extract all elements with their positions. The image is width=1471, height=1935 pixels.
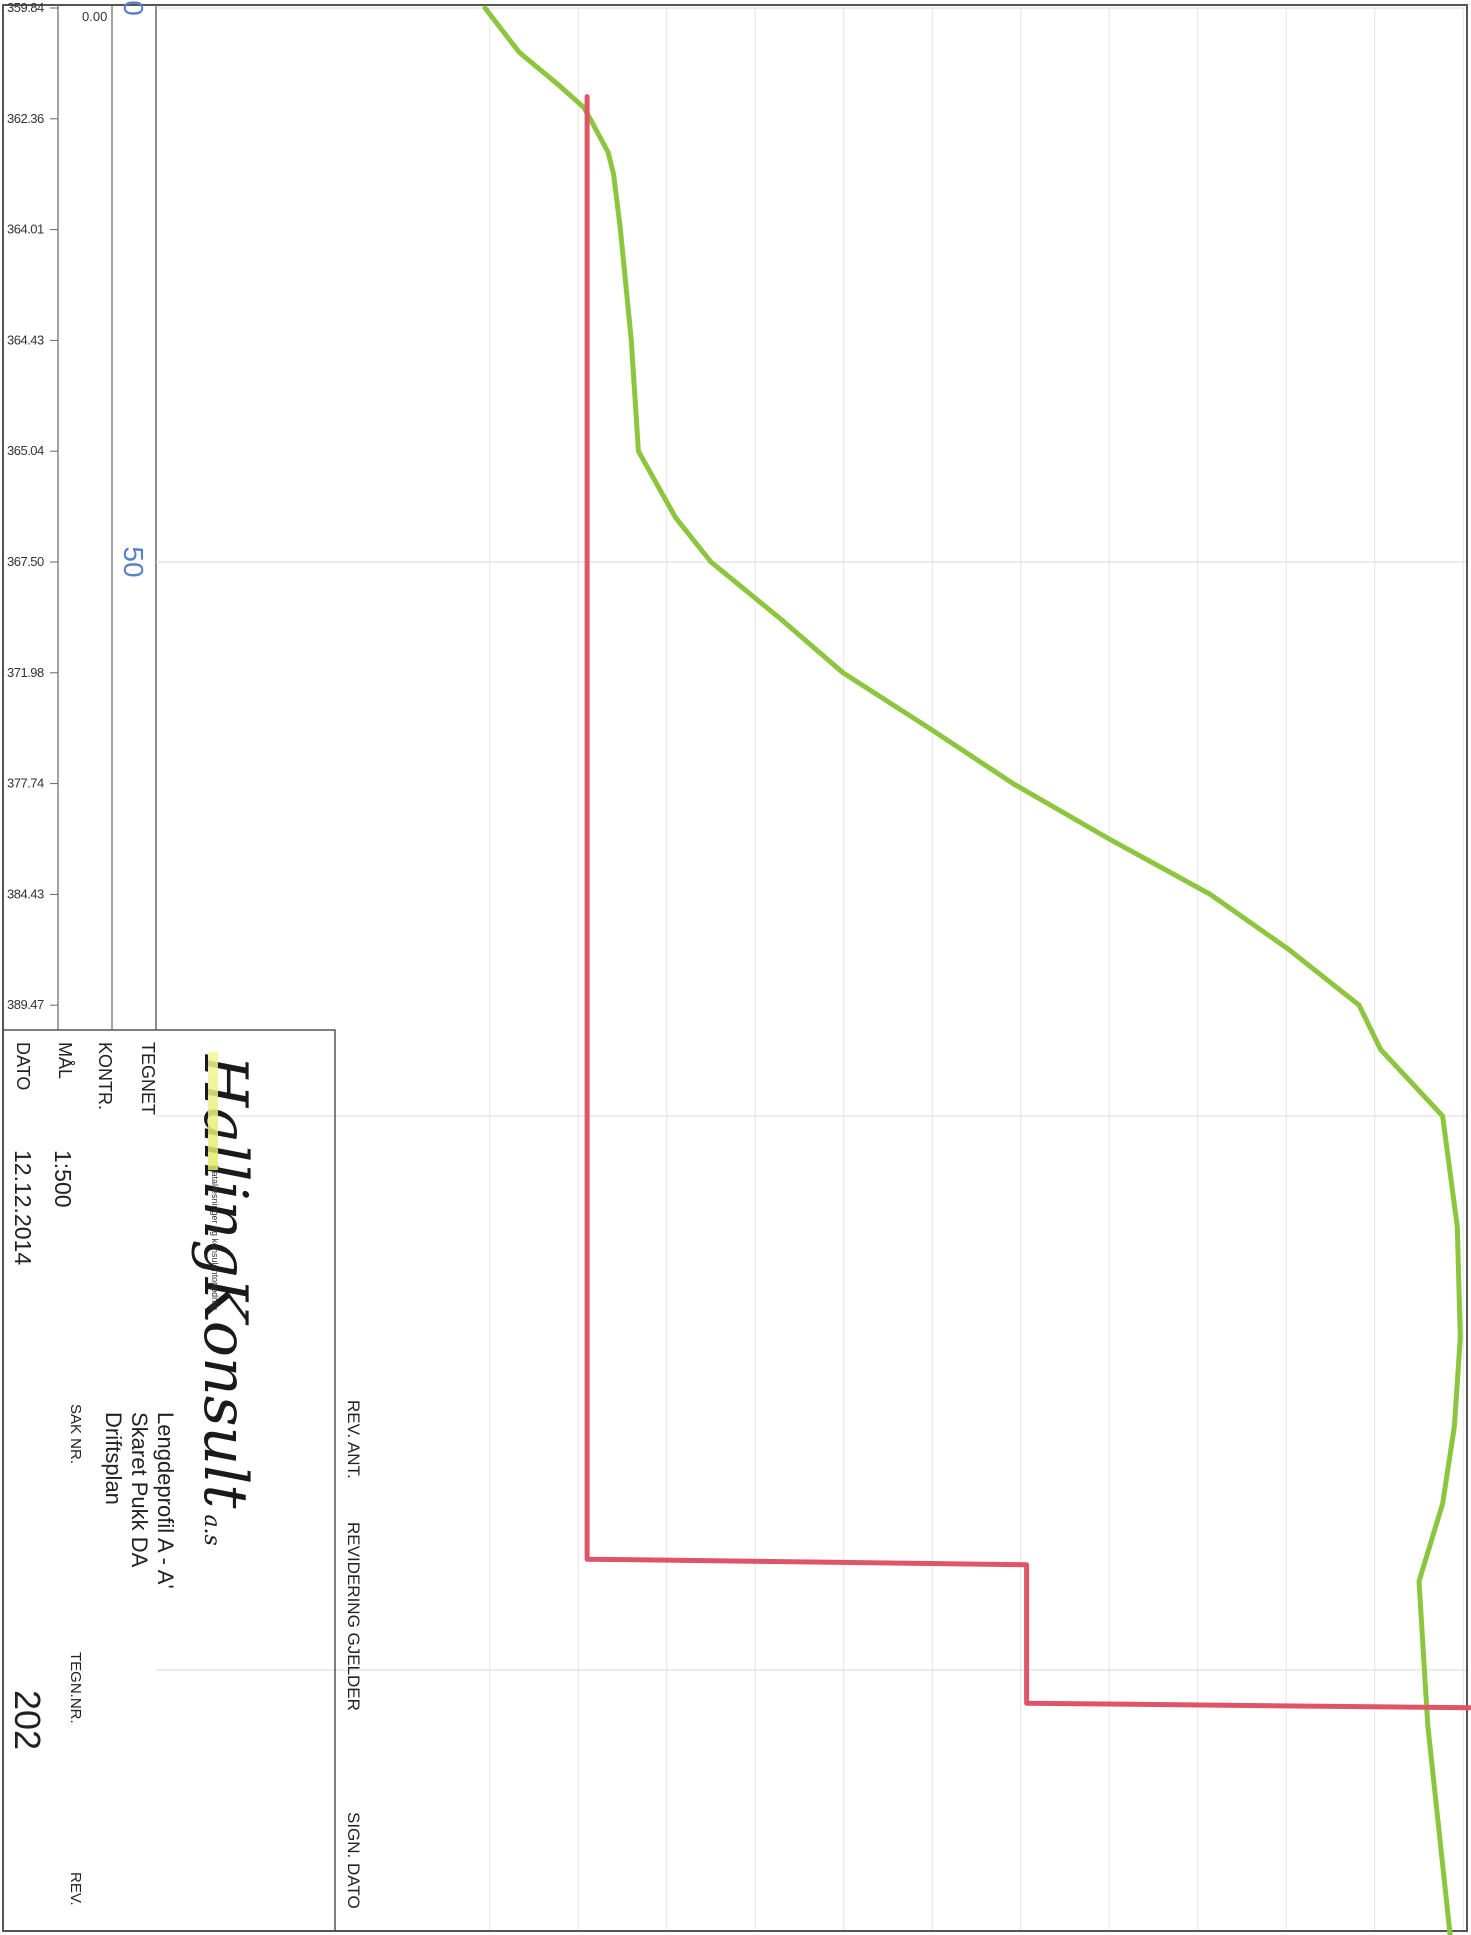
sheet-border (2, 4, 1468, 1932)
value-dato: 12.12.2014 (10, 1150, 36, 1266)
drawing-number: 202 (7, 1690, 48, 1751)
label-mal: MÅL (55, 1042, 75, 1080)
elevation-axis: 359.84 362.36 364.01 364.43 365.04 367.50 371.… (7, 0, 149, 1012)
elevation-tick-label: 377.74 (7, 776, 44, 791)
elevation-tick-label: 359.84 (7, 0, 44, 15)
sheet-frame (2, 4, 1468, 1932)
station-tick-label: 50 (118, 546, 149, 577)
profile-series (482, 5, 1471, 1935)
sak-label: SAK NR. (67, 1404, 84, 1465)
station-tick-label: 0 (118, 0, 149, 16)
title-block-border (3, 1029, 336, 1931)
distance-label: 0.00 (82, 9, 107, 24)
title-line-1: Lengdeprofil A - A' (153, 1412, 178, 1589)
elevation-tick-label: 371.98 (7, 665, 44, 680)
title-line-3: Driftsplan (101, 1412, 126, 1505)
elevation-tick-label: 384.43 (7, 886, 44, 901)
rev-label: REV. (67, 1872, 84, 1906)
terrain-profile-line (482, 5, 1463, 1935)
title-block-frame (3, 1029, 336, 1931)
rev-header-sign: SIGN. DATO (344, 1812, 363, 1909)
label-tegnet: TEGNET (138, 1042, 158, 1116)
chart-grid (156, 7, 1466, 1930)
elevation-tick-label: 389.47 (7, 997, 44, 1012)
elevation-tick-label: 364.43 (7, 332, 44, 347)
value-mal: 1:500 (50, 1150, 76, 1208)
rev-header-ant: REV. ANT. (344, 1400, 363, 1479)
rev-header-gjelder: REVIDERING GJELDER (344, 1522, 363, 1711)
elevation-tick-label: 364.01 (7, 222, 44, 237)
label-kontr: KONTR. (95, 1042, 115, 1111)
label-dato: DATO (13, 1042, 33, 1091)
elevation-tick-label: 365.04 (7, 443, 44, 458)
title-line-2: Skaret Pukk DA (127, 1412, 152, 1568)
tegn-label: TEGN.NR. (67, 1652, 84, 1724)
elevation-tick-label: 362.36 (7, 111, 44, 126)
logo-tagline: Datalæsninger og konsulentoppdrag (210, 1165, 220, 1311)
logo-accent (208, 1052, 218, 1170)
design-profile-line (584, 94, 1471, 1711)
logo-name: HallingKonsult (190, 1055, 260, 1509)
logo-suffix: a.s (199, 1514, 224, 1546)
elevation-tick-label: 367.50 (7, 554, 44, 569)
